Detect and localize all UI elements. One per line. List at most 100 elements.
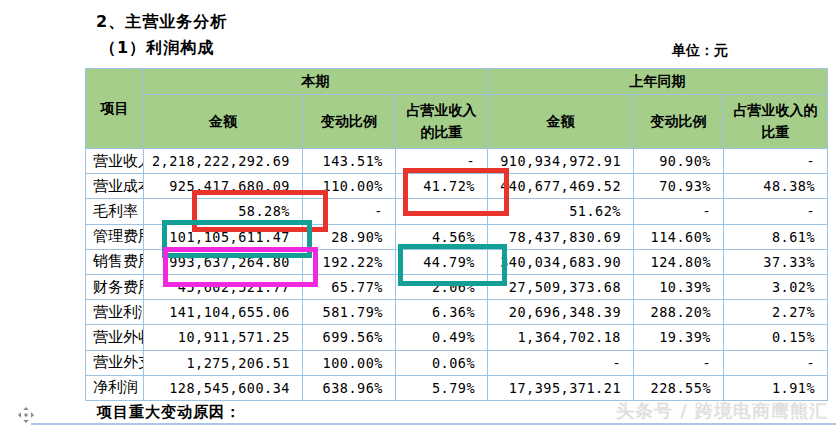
cell: 财务费用 bbox=[86, 274, 144, 299]
cell: - bbox=[303, 199, 396, 224]
cell: 0.06% bbox=[396, 350, 488, 375]
cell: - bbox=[488, 350, 634, 375]
cell: 销售费用 bbox=[86, 249, 144, 274]
profit-composition-table: 项目 本期 上年同期 金额 变动比例 占营业收入的比重 金额 变动比例 占营业收… bbox=[85, 68, 828, 401]
cell: 2.06% bbox=[396, 274, 488, 299]
cell: 340,034,683.90 bbox=[488, 249, 634, 274]
cell: 192.22% bbox=[303, 249, 396, 274]
cell: 营业成本 bbox=[86, 174, 144, 199]
cell: 5.79% bbox=[396, 375, 488, 400]
watermark-text: 头条号 / 跨境电商鹰熊汇 bbox=[616, 399, 828, 423]
cell: - bbox=[396, 149, 488, 174]
header-current-period: 本期 bbox=[144, 69, 488, 95]
cell: 101,105,611.47 bbox=[144, 224, 303, 249]
cell: 48.38% bbox=[724, 174, 828, 199]
cell: 净利润 bbox=[86, 375, 144, 400]
header-prior-change-ratio: 变动比例 bbox=[634, 95, 724, 149]
subsection-title: （1）利润构成 bbox=[100, 38, 214, 59]
header-current-change-ratio: 变动比例 bbox=[303, 95, 396, 149]
header-prior-revenue-share: 占营业收入的比重 bbox=[724, 95, 828, 149]
cell: 0.15% bbox=[724, 325, 828, 350]
cell: - bbox=[634, 199, 724, 224]
cell: 638.96% bbox=[303, 375, 396, 400]
unit-label: 单位：元 bbox=[672, 42, 728, 60]
cell: 28.90% bbox=[303, 224, 396, 249]
header-item: 项目 bbox=[86, 69, 144, 149]
table-row-operating-revenue: 营业收入 2,218,222,292.69 143.51% - 910,934,… bbox=[86, 149, 828, 174]
cell: 19.39% bbox=[634, 325, 724, 350]
section-title: 2、主营业务分析 bbox=[96, 12, 227, 33]
cell: 440,677,469.52 bbox=[488, 174, 634, 199]
cell: 10.39% bbox=[634, 274, 724, 299]
cell: 993,637,264.80 bbox=[144, 249, 303, 274]
cell: 288.20% bbox=[634, 300, 724, 325]
cell: 营业收入 bbox=[86, 149, 144, 174]
cell: 0.49% bbox=[396, 325, 488, 350]
cell: 3.02% bbox=[724, 274, 828, 299]
cell: 营业利润 bbox=[86, 300, 144, 325]
table-row-admin-expense: 管理费用 101,105,611.47 28.90% 4.56% 78,437,… bbox=[86, 224, 828, 249]
table-row-selling-expense: 销售费用 993,637,264.80 192.22% 44.79% 340,0… bbox=[86, 249, 828, 274]
cell: 78,437,830.69 bbox=[488, 224, 634, 249]
cell: 4.56% bbox=[396, 224, 488, 249]
cell: 581.79% bbox=[303, 300, 396, 325]
table-row-finance-expense: 财务费用 45,602,521.77 65.77% 2.06% 27,509,3… bbox=[86, 274, 828, 299]
header-row-metrics: 金额 变动比例 占营业收入的比重 金额 变动比例 占营业收入的比重 bbox=[86, 95, 828, 149]
cell: 699.56% bbox=[303, 325, 396, 350]
cell: 2.27% bbox=[724, 300, 828, 325]
cell: 8.61% bbox=[724, 224, 828, 249]
table-row-operating-profit: 营业利润 141,104,655.06 581.79% 6.36% 20,696… bbox=[86, 300, 828, 325]
cell: 10,911,571.25 bbox=[144, 325, 303, 350]
cell: 37.33% bbox=[724, 249, 828, 274]
cell: 17,395,371.21 bbox=[488, 375, 634, 400]
page: 2、主营业务分析 （1）利润构成 单位：元 项目 本期 上年同期 金额 变动比例… bbox=[0, 0, 836, 429]
cell: 128,545,600.34 bbox=[144, 375, 303, 400]
cell: - bbox=[634, 350, 724, 375]
cell: 100.00% bbox=[303, 350, 396, 375]
cell: 营业外收入 bbox=[86, 325, 144, 350]
cell: 1,364,702.18 bbox=[488, 325, 634, 350]
cell: 1,275,206.51 bbox=[144, 350, 303, 375]
cell: 44.79% bbox=[396, 249, 488, 274]
table-row-gross-margin: 毛利率 58.28% - - 51.62% - - bbox=[86, 199, 828, 224]
cell: 2,218,222,292.69 bbox=[144, 149, 303, 174]
cell: 51.62% bbox=[488, 199, 634, 224]
cell: 45,602,521.77 bbox=[144, 274, 303, 299]
cell: 910,934,972.91 bbox=[488, 149, 634, 174]
cell: 124.80% bbox=[634, 249, 724, 274]
cell: 41.72% bbox=[396, 174, 488, 199]
cell: 925,417,680.09 bbox=[144, 174, 303, 199]
table-row-nonoperating-income: 营业外收入 10,911,571.25 699.56% 0.49% 1,364,… bbox=[86, 325, 828, 350]
cell: - bbox=[724, 350, 828, 375]
cell: 141,104,655.06 bbox=[144, 300, 303, 325]
cell: 58.28% bbox=[144, 199, 303, 224]
footer-label: 项目重大变动原因： bbox=[97, 403, 241, 422]
table-row-net-profit: 净利润 128,545,600.34 638.96% 5.79% 17,395,… bbox=[86, 375, 828, 400]
cell: 90.90% bbox=[634, 149, 724, 174]
cell: - bbox=[396, 199, 488, 224]
move-handle-icon[interactable] bbox=[18, 407, 34, 423]
cell: 毛利率 bbox=[86, 199, 144, 224]
cell: 143.51% bbox=[303, 149, 396, 174]
header-prior-period: 上年同期 bbox=[488, 69, 828, 95]
table-row-nonoperating-expense: 营业外支出 1,275,206.51 100.00% 0.06% - - - bbox=[86, 350, 828, 375]
cell: - bbox=[724, 149, 828, 174]
table-row-operating-cost: 营业成本 925,417,680.09 110.00% 41.72% 440,6… bbox=[86, 174, 828, 199]
header-current-amount: 金额 bbox=[144, 95, 303, 149]
cell: 228.55% bbox=[634, 375, 724, 400]
cell: 65.77% bbox=[303, 274, 396, 299]
cell: 70.93% bbox=[634, 174, 724, 199]
cell: 管理费用 bbox=[86, 224, 144, 249]
cell: 27,509,373.68 bbox=[488, 274, 634, 299]
bottom-divider bbox=[31, 423, 836, 425]
cell: 20,696,348.39 bbox=[488, 300, 634, 325]
cell: 6.36% bbox=[396, 300, 488, 325]
cell: - bbox=[724, 199, 828, 224]
cell: 110.00% bbox=[303, 174, 396, 199]
cell: 114.60% bbox=[634, 224, 724, 249]
header-prior-amount: 金额 bbox=[488, 95, 634, 149]
cell: 营业外支出 bbox=[86, 350, 144, 375]
cell: 1.91% bbox=[724, 375, 828, 400]
header-row-periods: 项目 本期 上年同期 bbox=[86, 69, 828, 95]
header-current-revenue-share: 占营业收入的比重 bbox=[396, 95, 488, 149]
